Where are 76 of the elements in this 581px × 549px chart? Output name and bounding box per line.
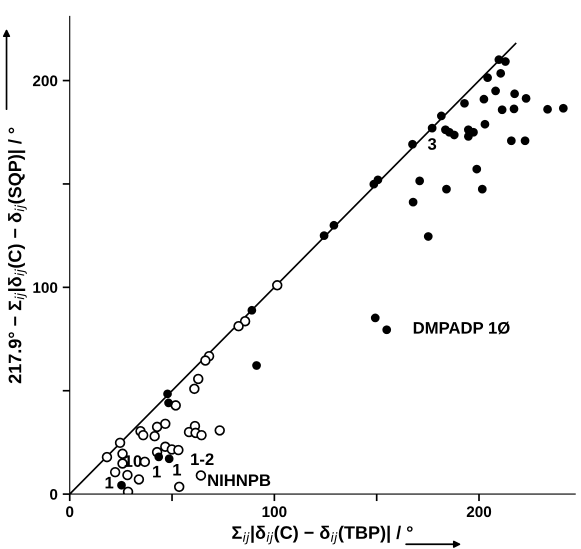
x-tick-label: 100 [262, 506, 286, 518]
y-tick-label: 100 [33, 282, 58, 294]
point [138, 430, 148, 440]
point [110, 466, 120, 478]
point [320, 231, 328, 240]
point [163, 389, 172, 398]
x-axis-title: Σ$_{ij}$|δ$_{ij}$(C) − δ$_{ij}$(TBP)| / ° [232, 526, 413, 544]
point [272, 280, 282, 290]
point [483, 73, 492, 82]
point [480, 94, 488, 104]
point [330, 220, 338, 230]
annotation: NIHNPB [208, 474, 270, 486]
point [491, 86, 500, 96]
point [240, 316, 250, 326]
point [117, 480, 126, 490]
point [247, 306, 256, 315]
point [149, 430, 160, 442]
annotation: 1 [106, 476, 114, 488]
point [102, 452, 112, 462]
point [450, 130, 459, 140]
x-tick-label: 200 [466, 506, 492, 518]
y-axis-title: 217.9° − Σ$_{ij}$|δ$_{ij}$(C) − δ$_{ij}$(SQP)| / ° [8, 128, 27, 384]
point [460, 98, 469, 108]
point [170, 400, 181, 411]
point [428, 124, 437, 132]
point [189, 384, 200, 394]
point [472, 164, 482, 174]
point [510, 104, 518, 114]
point [382, 325, 392, 334]
point [478, 184, 487, 194]
point [173, 444, 184, 456]
point [174, 482, 184, 492]
point [196, 430, 207, 440]
point [154, 452, 164, 462]
point [522, 94, 530, 103]
annotation: DMPADP 1Ø [414, 322, 510, 334]
point [164, 398, 173, 408]
point [442, 184, 451, 194]
point [122, 486, 134, 494]
point [415, 176, 424, 186]
point [496, 68, 506, 78]
point [558, 104, 568, 113]
point [464, 132, 473, 141]
point [501, 57, 510, 66]
point [134, 474, 144, 485]
point [408, 198, 418, 207]
point [408, 140, 417, 149]
point [543, 104, 552, 114]
point [122, 470, 133, 480]
point [510, 89, 519, 98]
point [494, 55, 504, 64]
point [160, 418, 171, 430]
y-tick-label: 200 [32, 75, 58, 86]
point [506, 136, 516, 146]
point [200, 355, 211, 366]
point [214, 425, 225, 436]
point [480, 120, 490, 129]
point [196, 470, 206, 481]
point [370, 314, 380, 322]
point [152, 422, 162, 432]
annotation: 1 [153, 466, 161, 478]
point [424, 232, 433, 241]
point [193, 374, 204, 384]
point [252, 361, 261, 370]
point [164, 454, 174, 464]
point [498, 105, 507, 114]
annotation: 1 [173, 464, 182, 476]
point [369, 180, 378, 189]
point [114, 438, 126, 448]
point [520, 136, 530, 146]
point [436, 112, 446, 120]
point [233, 320, 244, 332]
y-tick-label: 0 [50, 488, 58, 500]
annotation: 1-2 [191, 453, 214, 465]
x-tick-label: 0 [66, 506, 74, 518]
annotation: 3 [428, 138, 436, 150]
